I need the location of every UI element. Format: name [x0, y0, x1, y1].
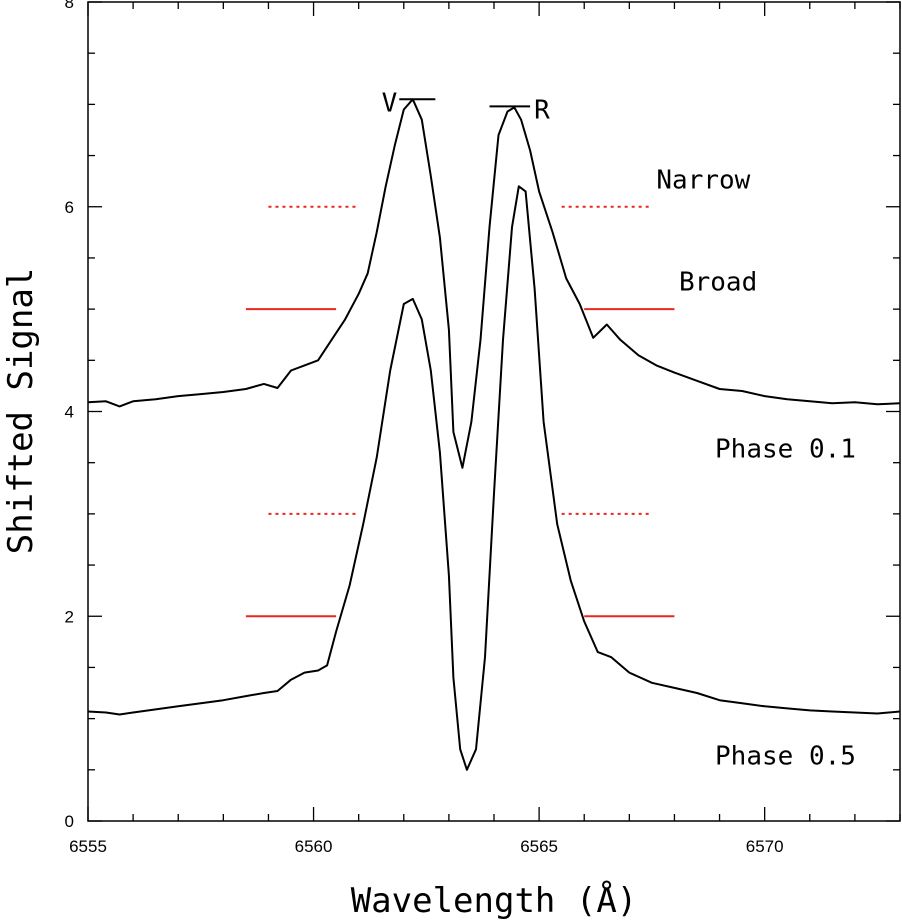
x-tick-label: 6560	[295, 837, 333, 856]
annotation-phase-0-5: Phase 0.5	[715, 742, 856, 772]
peak-label-v: V	[382, 88, 398, 118]
x-tick-label: 6565	[520, 837, 558, 856]
annotations: Narrow Broad Phase 0.1 Phase 0.5	[656, 165, 856, 771]
y-axis-title: Shifted Signal	[1, 268, 41, 555]
axis-tick-labels: 6555 6560 6565 6570 0 2 4 6 8	[65, 0, 784, 856]
y-tick-label: 2	[65, 607, 74, 626]
annotation-phase-0-1: Phase 0.1	[715, 435, 856, 465]
y-tick-label: 8	[65, 0, 74, 12]
annotation-narrow: Narrow	[656, 165, 750, 195]
series-line-phase-0-1	[88, 98, 901, 469]
peak-label-r: R	[534, 95, 550, 125]
y-tick-label: 6	[65, 198, 74, 217]
x-tick-label: 6570	[746, 837, 784, 856]
y-tick-label: 4	[65, 403, 74, 422]
spectrum-series	[88, 98, 901, 771]
annotation-broad: Broad	[679, 268, 757, 298]
series-line-phase-0-5	[88, 185, 901, 771]
y-tick-label: 0	[65, 812, 74, 831]
axis-ticks	[87, 1, 901, 822]
plot-frame	[87, 1, 901, 822]
reference-lines	[245, 205, 675, 618]
x-axis-title: Wavelength (Å)	[351, 880, 638, 921]
x-tick-label: 6555	[69, 837, 107, 856]
